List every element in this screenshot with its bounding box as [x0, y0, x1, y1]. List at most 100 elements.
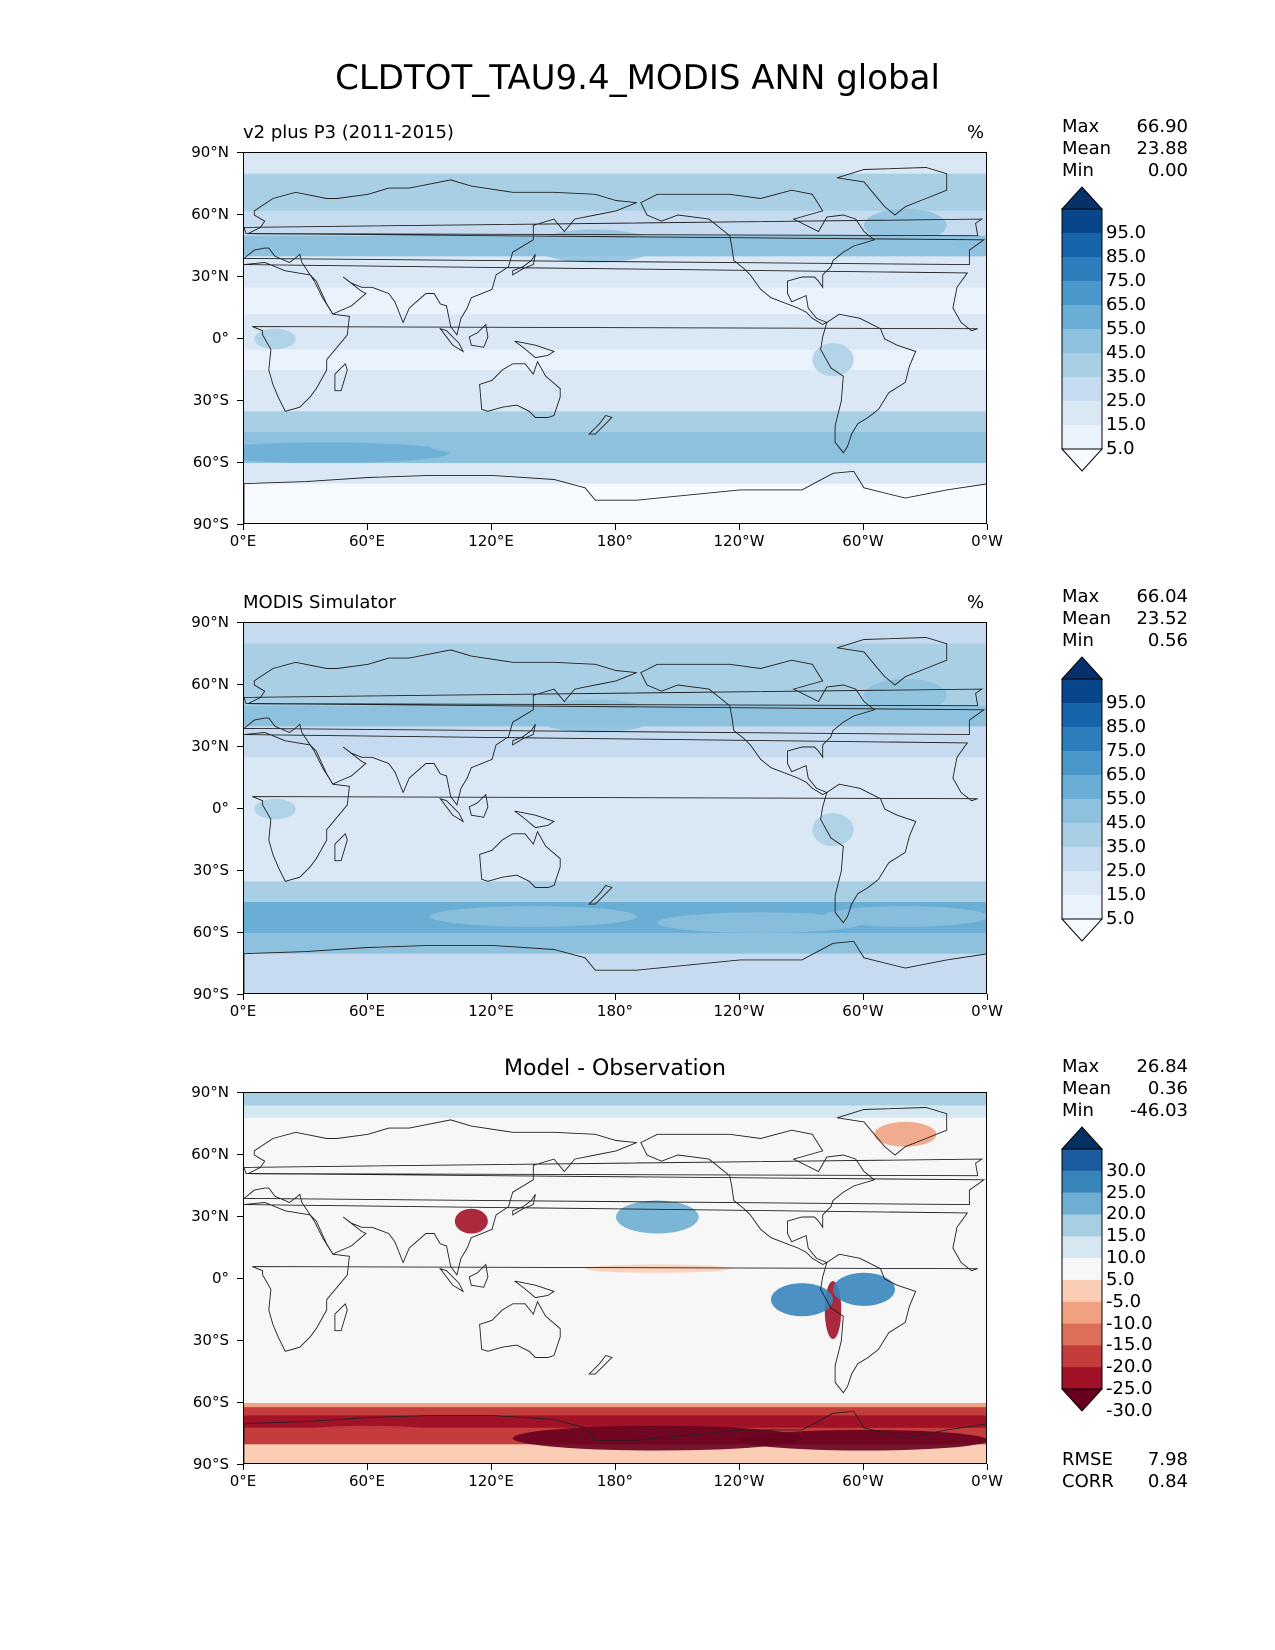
field-feature — [657, 442, 864, 463]
colorbar-cell — [1062, 847, 1102, 872]
coastline-japan — [512, 724, 536, 746]
x-tick-mark — [615, 524, 616, 530]
x-tick-label: 0°W — [971, 1472, 1003, 1490]
y-tick-label: 0° — [211, 1269, 229, 1287]
x-tick-label: 120°W — [713, 1472, 765, 1490]
coastline-japan — [512, 1194, 536, 1216]
stat-mean-value: 0.36 — [1147, 1078, 1188, 1099]
x-tick-label: 120°E — [468, 1002, 514, 1020]
coastline-australia — [479, 830, 561, 888]
stat-corr: CORR 0.84 — [1062, 1471, 1188, 1493]
colorbar-cell — [1062, 281, 1102, 306]
y-tick-mark — [237, 746, 243, 747]
stat-max: Max 66.90 — [1062, 116, 1188, 138]
colorbar-tick-label: 85.0 — [1106, 246, 1147, 267]
coastline-borneo — [468, 1263, 489, 1288]
coastline-eurasia — [244, 1119, 986, 1276]
coastline-antarctica — [244, 1410, 986, 1463]
y-tick-label: 90°S — [192, 515, 229, 533]
x-tick-mark — [367, 994, 368, 1000]
coastline-uk — [244, 688, 984, 707]
y-tick-mark — [237, 808, 243, 809]
y-tick-mark — [237, 870, 243, 871]
stat-rmse: RMSE 7.98 — [1062, 1449, 1188, 1471]
coastline-eurasia — [244, 649, 986, 806]
coastline-north-america — [640, 189, 876, 326]
field-band — [244, 287, 986, 315]
coastline-south-america — [820, 783, 917, 924]
colorbar-cell — [1062, 823, 1102, 848]
coastline-south-america — [820, 313, 917, 454]
colorbar-cell — [1062, 751, 1102, 776]
field-feature — [616, 1200, 699, 1234]
y-tick-mark — [237, 684, 243, 685]
y-tick-label: 90°N — [191, 1083, 229, 1101]
stat-max-label: Max — [1062, 1056, 1100, 1077]
units-label: % — [967, 122, 985, 143]
field-feature — [430, 436, 637, 457]
coastline-antarctica — [244, 940, 986, 993]
field-band — [244, 1407, 986, 1416]
field-feature — [454, 1208, 488, 1234]
colorbar-tick-label: 45.0 — [1106, 342, 1147, 363]
x-tick-label: 60°W — [842, 1002, 884, 1020]
colorbar-cell — [1062, 401, 1102, 426]
x-tick-label: 0°W — [971, 532, 1003, 550]
colorbar-tick-label: 5.0 — [1106, 1268, 1135, 1290]
coastline-new-zealand — [588, 884, 613, 905]
field-band — [244, 643, 986, 682]
stat-min: Min 0.00 — [1062, 160, 1188, 182]
colorbar-cell — [1062, 1301, 1102, 1324]
y-tick-mark — [237, 152, 243, 153]
colorbar-tick-label: 75.0 — [1106, 270, 1147, 291]
map-frame — [243, 1092, 987, 1464]
colorbar — [1061, 1126, 1103, 1412]
y-tick-mark — [237, 1340, 243, 1341]
colorbar-tick-label: -30.0 — [1106, 1399, 1153, 1421]
y-tick-mark — [237, 524, 243, 525]
x-tick-label: 180° — [596, 1472, 634, 1490]
coastline-new-zealand — [588, 414, 613, 435]
stat-max-value: 66.90 — [1136, 116, 1188, 137]
colorbar-cell — [1062, 377, 1102, 402]
x-tick-mark — [491, 994, 492, 1000]
colorbar-cell — [1062, 1258, 1102, 1281]
y-tick-label: 60°N — [191, 675, 229, 693]
y-tick-label: 90°S — [192, 1455, 229, 1473]
colorbar-extend-max — [1061, 1126, 1103, 1150]
field-band — [244, 881, 986, 903]
stat-max-label: Max — [1062, 116, 1100, 137]
x-tick-mark — [491, 524, 492, 530]
stat-mean: Mean 23.52 — [1062, 608, 1188, 630]
y-tick-label: 30°N — [191, 737, 229, 755]
colorbar-tick-label: 10.0 — [1106, 1247, 1147, 1269]
stat-mean: Mean 23.88 — [1062, 138, 1188, 160]
y-tick-mark — [237, 994, 243, 995]
field-band — [244, 1117, 986, 1404]
colorbar-tick-label: 15.0 — [1106, 884, 1147, 905]
field-feature — [864, 208, 947, 242]
field-band — [244, 819, 986, 841]
colorbar-cell — [1062, 1279, 1102, 1303]
colorbar-tick-label: 75.0 — [1106, 740, 1147, 761]
coastline-eurasia — [244, 179, 986, 336]
field-band — [244, 463, 986, 485]
field-feature — [812, 813, 854, 847]
field-feature — [244, 912, 451, 933]
stat-mean-value: 23.88 — [1136, 138, 1188, 159]
y-tick-mark — [237, 1092, 243, 1093]
coastline-sumatra — [439, 797, 465, 823]
stat-corr-label: CORR — [1062, 1471, 1114, 1492]
colorbar-extend-max — [1061, 656, 1103, 680]
y-tick-mark — [237, 1402, 243, 1403]
colorbar-tick-label: 95.0 — [1106, 692, 1147, 713]
field-band — [244, 349, 986, 371]
map-canvas — [244, 623, 986, 993]
colorbar-cell — [1062, 727, 1102, 752]
colorbar-tick-label: -25.0 — [1106, 1378, 1153, 1399]
x-tick-label: 180° — [596, 1002, 634, 1020]
x-tick-mark — [739, 524, 740, 530]
colorbar-tick-label: -15.0 — [1106, 1334, 1153, 1356]
field-feature — [430, 906, 637, 927]
colorbar-cell — [1062, 895, 1102, 920]
